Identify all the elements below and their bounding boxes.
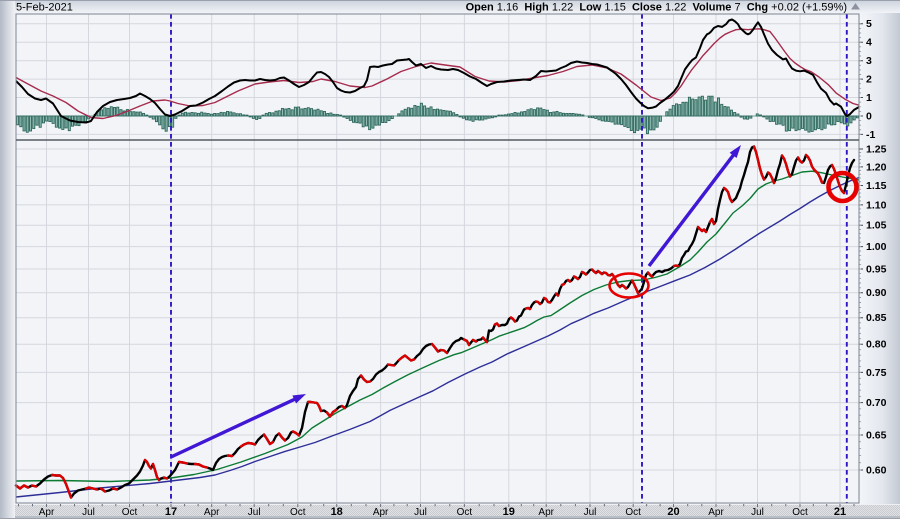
- svg-text:1.05: 1.05: [866, 220, 887, 232]
- svg-text:Open 1.16 High 1.22 Low 1.15: Open 1.16 High 1.22 Low 1.15 Close 1.22 …: [466, 2, 847, 14]
- svg-text:1.00: 1.00: [866, 241, 887, 253]
- svg-text:0.90: 0.90: [866, 287, 887, 299]
- svg-text:-1: -1: [866, 129, 875, 141]
- svg-text:0.80: 0.80: [866, 339, 887, 351]
- svg-text:4: 4: [866, 37, 872, 49]
- svg-text:Apr: Apr: [373, 507, 389, 518]
- svg-text:19: 19: [503, 506, 515, 518]
- svg-text:21: 21: [834, 506, 846, 518]
- svg-text:18: 18: [331, 506, 343, 518]
- svg-text:5-Feb-2021: 5-Feb-2021: [16, 2, 73, 14]
- svg-text:1.25: 1.25: [866, 144, 887, 156]
- svg-text:Jul: Jul: [414, 507, 427, 518]
- svg-text:0.85: 0.85: [866, 312, 887, 324]
- svg-text:1.15: 1.15: [866, 180, 887, 192]
- svg-text:Oct: Oct: [625, 507, 641, 518]
- svg-text:0.65: 0.65: [866, 430, 887, 442]
- svg-text:0.75: 0.75: [866, 367, 887, 379]
- svg-text:Apr: Apr: [538, 507, 554, 518]
- svg-text:5: 5: [866, 18, 872, 30]
- svg-text:Jul: Jul: [248, 507, 261, 518]
- svg-text:0.70: 0.70: [866, 397, 887, 409]
- svg-text:Jul: Jul: [584, 507, 597, 518]
- svg-text:0.95: 0.95: [866, 264, 887, 276]
- svg-text:Jul: Jul: [751, 507, 764, 518]
- svg-text:1.10: 1.10: [866, 199, 887, 211]
- svg-text:2: 2: [866, 74, 872, 86]
- svg-text:17: 17: [165, 506, 177, 518]
- svg-text:20: 20: [667, 506, 679, 518]
- svg-text:Oct: Oct: [122, 507, 138, 518]
- svg-text:3: 3: [866, 55, 872, 67]
- svg-text:1: 1: [866, 92, 872, 104]
- svg-text:Apr: Apr: [39, 507, 55, 518]
- svg-text:0.60: 0.60: [866, 465, 887, 477]
- svg-text:Oct: Oct: [290, 507, 306, 518]
- svg-text:1.20: 1.20: [866, 161, 887, 173]
- svg-text:Oct: Oct: [457, 507, 473, 518]
- svg-text:Jul: Jul: [82, 507, 95, 518]
- svg-text:Oct: Oct: [792, 507, 808, 518]
- svg-text:Apr: Apr: [204, 507, 220, 518]
- svg-text:0: 0: [866, 111, 872, 123]
- svg-text:Apr: Apr: [708, 507, 724, 518]
